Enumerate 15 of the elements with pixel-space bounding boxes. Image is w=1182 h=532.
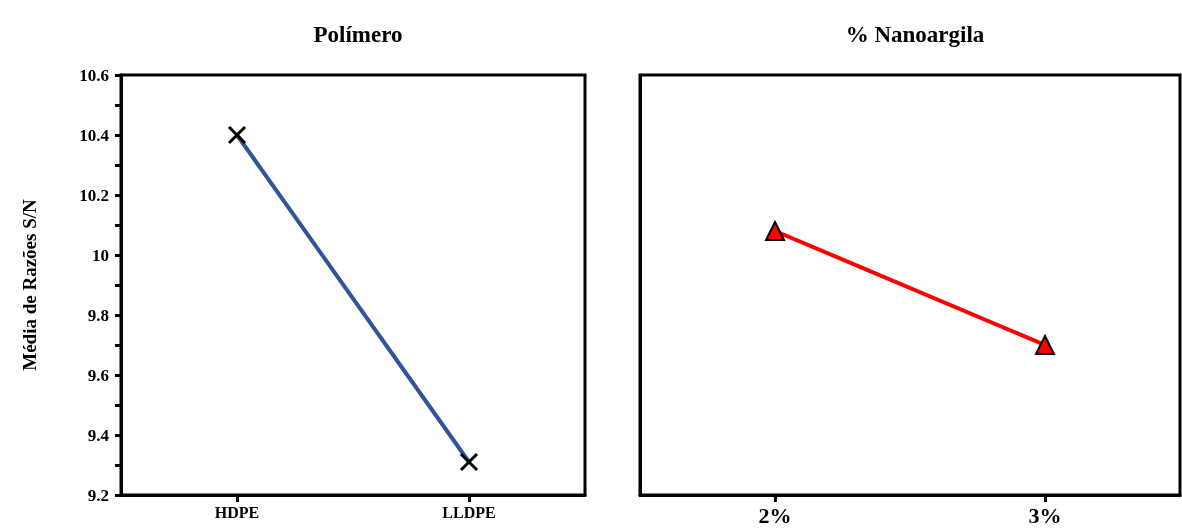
y-tick-label: 10.4 xyxy=(79,125,110,145)
chart-title: % Nanoargila xyxy=(845,22,985,47)
y-tick-label: 9.8 xyxy=(87,305,109,325)
x-tick-label: 2% xyxy=(758,502,792,528)
y-tick-label: 9.6 xyxy=(87,365,109,385)
y-tick-label: 10.6 xyxy=(79,65,109,85)
y-tick-label: 10 xyxy=(92,245,109,265)
x-tick-label: HDPE xyxy=(214,503,260,521)
x-tick-label: 3% xyxy=(1028,502,1062,528)
y-tick-label: 9.2 xyxy=(87,485,109,505)
x-tick-label: LLDPE xyxy=(442,503,496,521)
y-tick-label: 10.2 xyxy=(79,185,109,205)
y-axis-title: Média de Razões S/N xyxy=(19,198,40,371)
y-tick-label: 9.4 xyxy=(87,425,110,445)
chart-title: Polímero xyxy=(313,22,403,47)
